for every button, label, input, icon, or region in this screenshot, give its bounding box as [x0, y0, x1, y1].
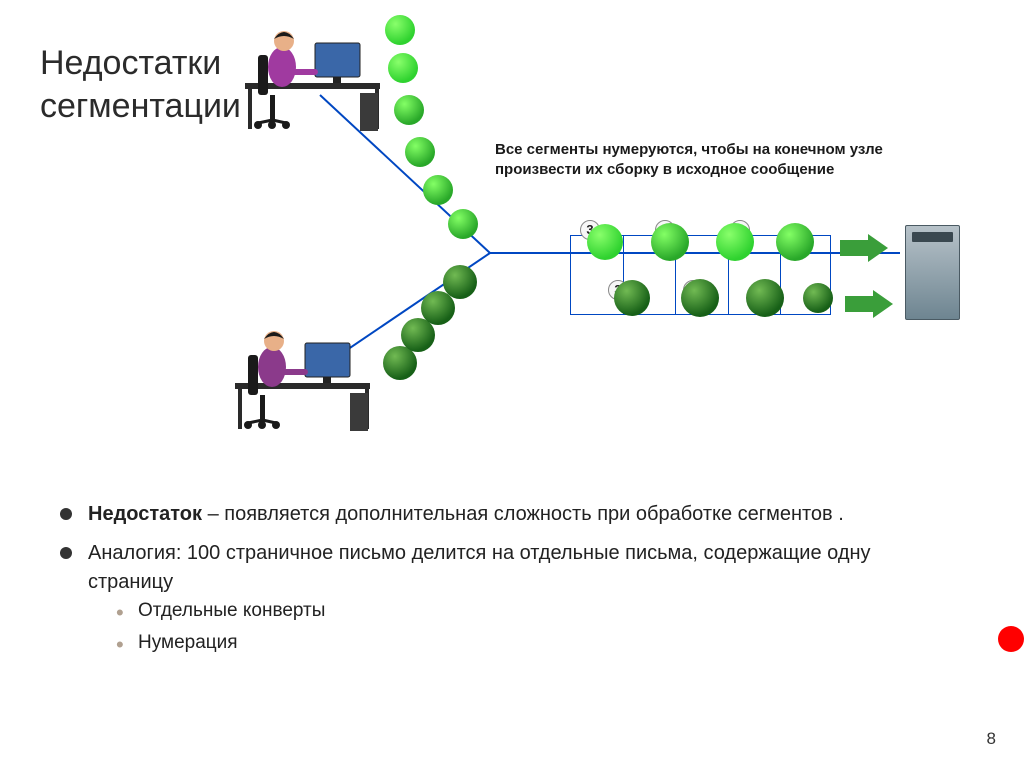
bullet-2-text: Аналогия: 100 страничное письмо делится … — [88, 542, 871, 593]
arrow-icon — [840, 240, 868, 256]
page-number: 8 — [987, 729, 996, 749]
segment-circle — [423, 175, 453, 205]
segment-circle — [776, 223, 814, 261]
bullet-1-bold: Недостаток — [88, 503, 202, 525]
segment-circle — [443, 265, 477, 299]
segment-circle — [716, 223, 754, 261]
segment-circle — [394, 95, 424, 125]
server-icon — [905, 225, 960, 320]
arrow-icon — [845, 296, 873, 312]
segment-circle — [448, 209, 478, 239]
segmentation-diagram: 321321 — [0, 10, 1024, 490]
segment-circle — [385, 15, 415, 45]
sub-bullet-numbering: Нумерация — [88, 629, 940, 657]
sub-bullet-envelopes: Отдельные конверты — [88, 597, 940, 625]
segment-circle — [803, 283, 833, 313]
segment-circle — [587, 224, 623, 260]
segment-circle — [746, 279, 784, 317]
segment-circle — [405, 137, 435, 167]
laser-pointer-icon — [998, 626, 1024, 652]
segment-circle — [388, 53, 418, 83]
bullet-disadvantage: Недостаток – появляется дополнительная с… — [60, 500, 940, 529]
segment-circle — [651, 223, 689, 261]
arrow-head-icon — [873, 290, 893, 318]
body-text: Недостаток – появляется дополнительная с… — [60, 500, 940, 666]
bullet-1-rest: – появляется дополнительная сложность пр… — [202, 503, 844, 525]
segment-circle — [614, 280, 650, 316]
arrow-head-icon — [868, 234, 888, 262]
segment-circle — [681, 279, 719, 317]
bullet-analogy: Аналогия: 100 страничное письмо делится … — [60, 539, 940, 656]
